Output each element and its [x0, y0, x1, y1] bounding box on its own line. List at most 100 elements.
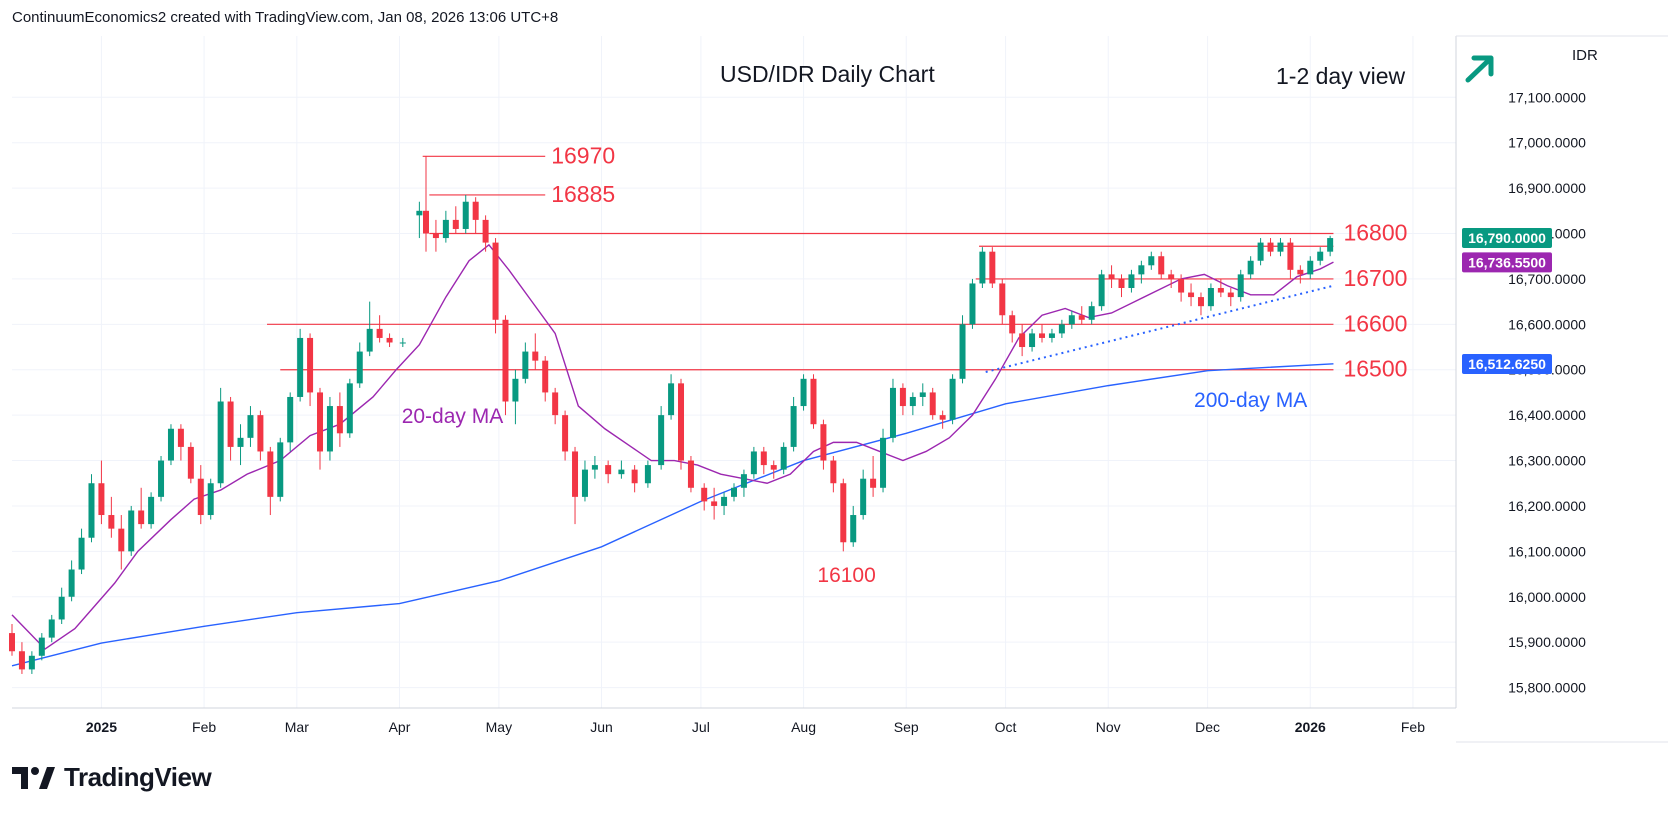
candle [1138, 260, 1145, 284]
candle [1068, 310, 1075, 329]
candle-body [416, 210, 423, 216]
candle [678, 378, 685, 470]
candle [9, 624, 15, 656]
level-label: 16500 [1343, 356, 1407, 382]
candle [366, 301, 373, 357]
candle [28, 651, 35, 674]
candle [462, 194, 469, 234]
candle-body [148, 496, 155, 525]
candle-body [1257, 242, 1264, 261]
price-label-text: 16,736.5500 [1468, 254, 1546, 270]
arrow-up-right-icon [1465, 55, 1494, 83]
candle-body [98, 483, 105, 516]
candle-body [1158, 256, 1165, 275]
candle-body [658, 415, 665, 466]
candle [572, 446, 579, 525]
candle [929, 387, 936, 420]
candle [68, 560, 75, 602]
x-tick-label: 2026 [1295, 719, 1326, 735]
candle [1327, 235, 1334, 257]
x-tick-label: Aug [791, 719, 816, 735]
candle [969, 278, 976, 329]
time-axis[interactable]: 2025 Feb Mar Apr May Jun Jul Aug Sep Oct Nov Dec 202… [86, 719, 1425, 735]
price-axis[interactable]: 17,100.000017,000.000016,900.000016,800.… [1508, 89, 1586, 695]
candle [1287, 238, 1294, 279]
trendline-layer [985, 284, 1334, 373]
candle-body [1029, 333, 1036, 348]
candle [1058, 319, 1065, 338]
price-label-box [1462, 228, 1552, 249]
candle-body [1188, 292, 1195, 298]
candle [644, 460, 651, 488]
candle-body [1178, 278, 1185, 293]
candle-body [1148, 256, 1155, 266]
candle [227, 396, 234, 461]
candle-body [1088, 306, 1095, 320]
candle-body [840, 483, 847, 543]
candle [880, 428, 887, 493]
level-label: 16885 [551, 181, 615, 207]
candle [658, 406, 665, 470]
candle-body [780, 446, 787, 470]
candle [919, 383, 926, 407]
candle [850, 505, 857, 547]
candle-body [889, 387, 896, 438]
candle-body [1297, 269, 1304, 275]
candle [78, 528, 85, 575]
candle-body [810, 378, 817, 425]
candle-body [1217, 288, 1224, 293]
candle-body [870, 478, 877, 488]
x-tick-label: Apr [389, 719, 411, 735]
candle-body [969, 283, 976, 325]
candle-body [687, 460, 694, 488]
candle [98, 460, 105, 525]
candle [1118, 274, 1125, 298]
tradingview-brand[interactable]: TradingView [12, 762, 212, 793]
candle [1207, 283, 1214, 311]
candle-body [48, 619, 55, 638]
ma20-layer [11, 243, 1334, 650]
candle [522, 342, 529, 384]
y-tick-label: 17,000.0000 [1508, 135, 1586, 151]
candle-body [158, 460, 165, 497]
candle [939, 410, 946, 429]
candle-body [532, 351, 539, 361]
candle-body [88, 483, 95, 538]
candle [326, 396, 333, 461]
candle [386, 333, 393, 348]
tradingview-logo-icon [12, 766, 55, 789]
candle [442, 210, 449, 243]
candle [1088, 301, 1095, 325]
candle [512, 369, 519, 425]
candle [1307, 256, 1314, 279]
candle-body [386, 337, 393, 343]
candle-body [750, 451, 757, 475]
candle-body [1048, 333, 1055, 338]
candle [376, 315, 383, 343]
candle-body [711, 501, 718, 506]
candle-body [770, 465, 777, 470]
candle-body [591, 465, 598, 470]
candle-body [177, 428, 184, 447]
candle [336, 392, 343, 447]
candle-body [432, 233, 439, 239]
candle [1009, 310, 1016, 343]
y-tick-label: 16,900.0000 [1508, 180, 1586, 196]
x-tick-label: Nov [1096, 719, 1121, 735]
candle-body [1118, 278, 1125, 288]
candle-body [959, 324, 966, 379]
candle [399, 337, 406, 348]
candle [237, 424, 244, 466]
candle [1019, 324, 1026, 357]
y-tick-label: 15,900.0000 [1508, 634, 1586, 650]
candle-body [542, 360, 549, 393]
candle [721, 492, 728, 516]
candle-body [1039, 333, 1046, 338]
candle [618, 460, 625, 479]
candle [581, 460, 588, 502]
price-label-box [1462, 252, 1552, 273]
candle [631, 465, 638, 493]
candle-body [1068, 315, 1075, 325]
candle [277, 437, 284, 502]
